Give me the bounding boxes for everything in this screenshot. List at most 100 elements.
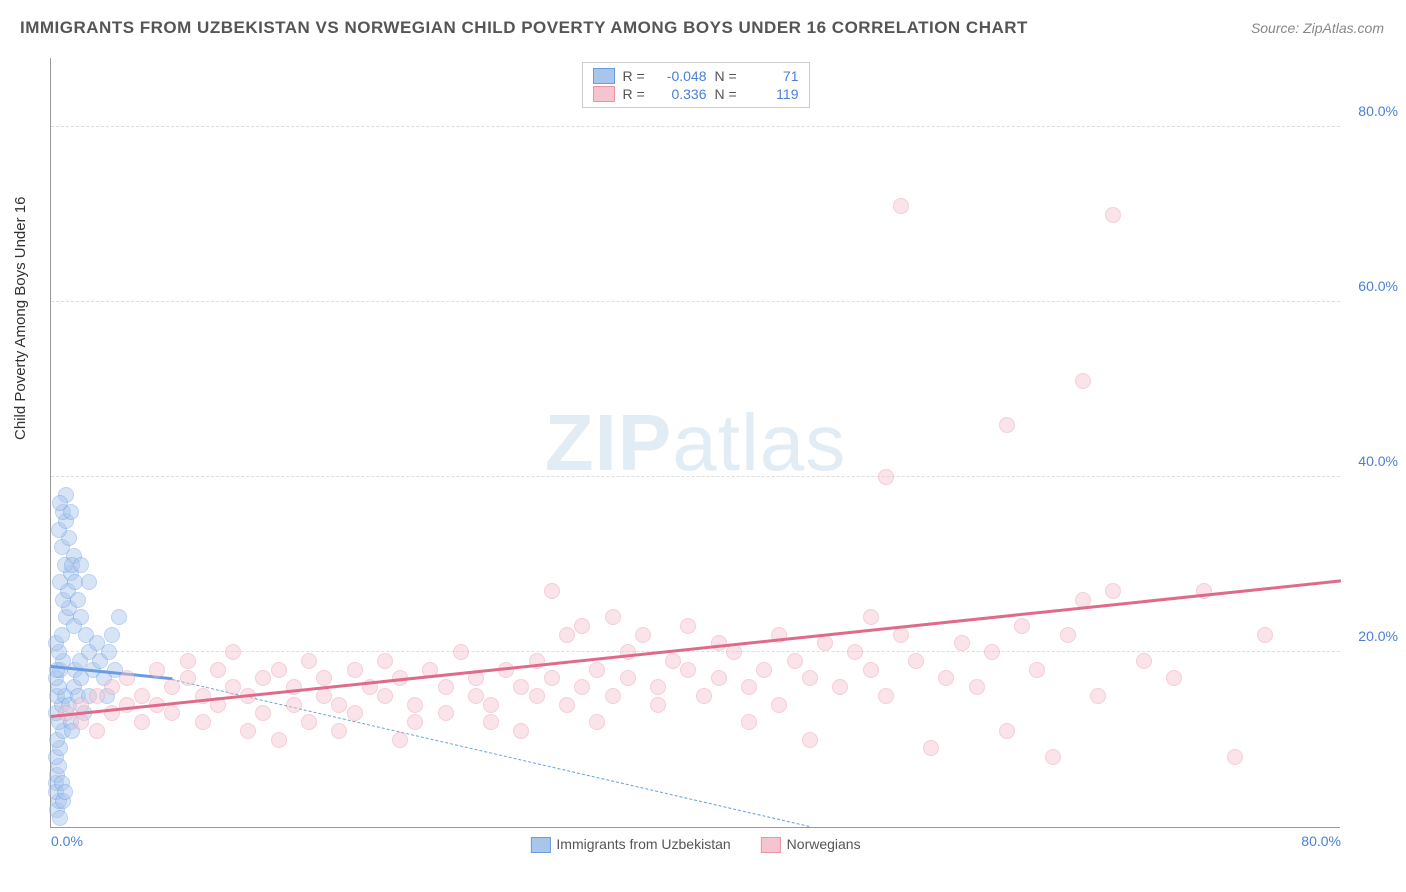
data-point bbox=[863, 662, 879, 678]
data-point bbox=[331, 723, 347, 739]
data-point bbox=[51, 522, 67, 538]
data-point bbox=[61, 530, 77, 546]
data-point bbox=[544, 583, 560, 599]
data-point bbox=[483, 714, 499, 730]
y-tick-label: 40.0% bbox=[1348, 453, 1398, 469]
data-point bbox=[73, 670, 89, 686]
data-point bbox=[908, 653, 924, 669]
data-point bbox=[741, 714, 757, 730]
data-point bbox=[984, 644, 1000, 660]
data-point bbox=[48, 670, 64, 686]
y-tick-label: 20.0% bbox=[1348, 628, 1398, 644]
data-point bbox=[54, 627, 70, 643]
data-point bbox=[89, 723, 105, 739]
data-point bbox=[301, 714, 317, 730]
data-point bbox=[438, 679, 454, 695]
data-point bbox=[832, 679, 848, 695]
data-point bbox=[316, 670, 332, 686]
data-point bbox=[58, 609, 74, 625]
data-point bbox=[52, 495, 68, 511]
data-point bbox=[331, 697, 347, 713]
data-point bbox=[544, 670, 560, 686]
data-point bbox=[57, 688, 73, 704]
data-point bbox=[52, 810, 68, 826]
data-point bbox=[70, 592, 86, 608]
data-point bbox=[195, 714, 211, 730]
data-point bbox=[923, 740, 939, 756]
data-point bbox=[51, 679, 67, 695]
data-point bbox=[60, 583, 76, 599]
data-point bbox=[453, 644, 469, 660]
data-point bbox=[52, 740, 68, 756]
data-point bbox=[51, 758, 67, 774]
gridline bbox=[51, 301, 1340, 302]
data-point bbox=[802, 732, 818, 748]
data-point bbox=[347, 662, 363, 678]
data-point bbox=[377, 653, 393, 669]
data-point bbox=[878, 688, 894, 704]
y-tick-label: 60.0% bbox=[1348, 278, 1398, 294]
data-point bbox=[210, 662, 226, 678]
data-point bbox=[225, 644, 241, 660]
data-point bbox=[49, 662, 65, 678]
watermark-zip: ZIP bbox=[545, 398, 672, 487]
legend-row-uzbekistan: R = -0.048 N = 71 bbox=[593, 67, 799, 85]
data-point bbox=[1227, 749, 1243, 765]
data-point bbox=[513, 723, 529, 739]
data-point bbox=[48, 784, 64, 800]
data-point bbox=[1075, 373, 1091, 389]
trend-line bbox=[51, 579, 1341, 718]
data-point bbox=[878, 469, 894, 485]
data-point bbox=[104, 679, 120, 695]
data-point bbox=[66, 679, 82, 695]
data-point bbox=[605, 609, 621, 625]
data-point bbox=[61, 600, 77, 616]
x-tick-label: 80.0% bbox=[1301, 833, 1341, 849]
data-point bbox=[605, 688, 621, 704]
y-tick-label: 80.0% bbox=[1348, 103, 1398, 119]
data-point bbox=[73, 697, 89, 713]
n-label: N = bbox=[715, 68, 743, 84]
data-point bbox=[954, 635, 970, 651]
data-point bbox=[134, 688, 150, 704]
data-point bbox=[893, 198, 909, 214]
data-point bbox=[52, 574, 68, 590]
data-point bbox=[58, 487, 74, 503]
data-point bbox=[55, 592, 71, 608]
legend-item-norwegians: Norwegians bbox=[761, 836, 861, 853]
n-label: N = bbox=[715, 86, 743, 102]
data-point bbox=[863, 609, 879, 625]
n-value-uzbekistan: 71 bbox=[751, 68, 799, 84]
data-point bbox=[54, 697, 70, 713]
legend-label-norwegians: Norwegians bbox=[787, 836, 861, 852]
chart-title: IMMIGRANTS FROM UZBEKISTAN VS NORWEGIAN … bbox=[20, 18, 1028, 38]
data-point bbox=[847, 644, 863, 660]
data-point bbox=[104, 627, 120, 643]
data-point bbox=[180, 653, 196, 669]
data-point bbox=[89, 635, 105, 651]
data-point bbox=[55, 723, 71, 739]
data-point bbox=[1166, 670, 1182, 686]
data-point bbox=[574, 679, 590, 695]
data-point bbox=[111, 609, 127, 625]
y-axis-label: Child Poverty Among Boys Under 16 bbox=[12, 197, 29, 440]
data-point bbox=[817, 635, 833, 651]
data-point bbox=[49, 688, 65, 704]
data-point bbox=[938, 670, 954, 686]
data-point bbox=[101, 644, 117, 660]
data-point bbox=[1045, 749, 1061, 765]
legend-row-norwegians: R = 0.336 N = 119 bbox=[593, 85, 799, 103]
scatter-plot: ZIPatlas R = -0.048 N = 71 R = 0.336 N =… bbox=[50, 58, 1340, 828]
data-point bbox=[377, 688, 393, 704]
data-point bbox=[51, 793, 67, 809]
watermark-atlas: atlas bbox=[672, 398, 846, 487]
data-point bbox=[589, 714, 605, 730]
data-point bbox=[54, 539, 70, 555]
data-point bbox=[81, 574, 97, 590]
data-point bbox=[271, 732, 287, 748]
data-point bbox=[61, 697, 77, 713]
data-point bbox=[620, 670, 636, 686]
data-point bbox=[1014, 618, 1030, 634]
data-point bbox=[255, 705, 271, 721]
data-point bbox=[529, 688, 545, 704]
